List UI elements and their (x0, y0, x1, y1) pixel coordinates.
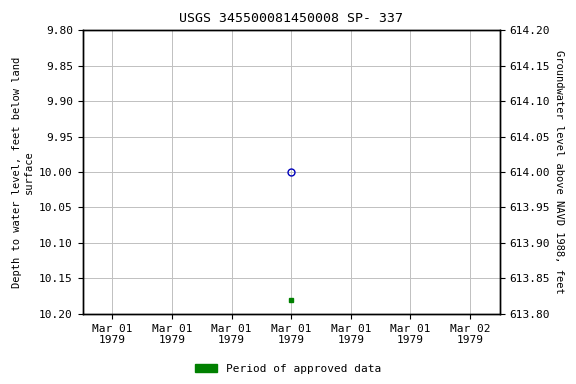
Title: USGS 345500081450008 SP- 337: USGS 345500081450008 SP- 337 (179, 12, 403, 25)
Y-axis label: Depth to water level, feet below land
surface: Depth to water level, feet below land su… (12, 56, 33, 288)
Y-axis label: Groundwater level above NAVD 1988, feet: Groundwater level above NAVD 1988, feet (554, 50, 564, 294)
Legend: Period of approved data: Period of approved data (191, 359, 385, 379)
